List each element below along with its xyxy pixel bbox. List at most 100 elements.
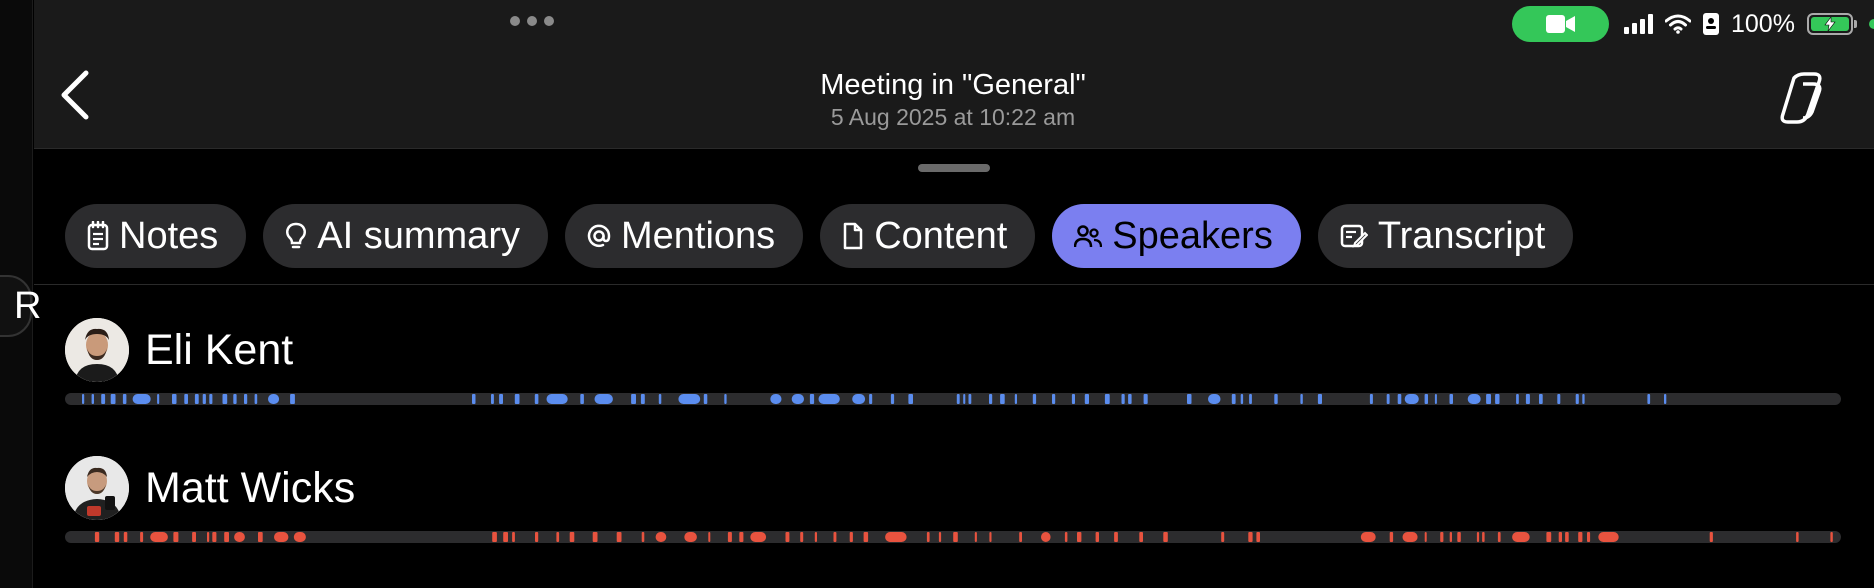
speaking-segment [546, 394, 568, 404]
speaking-segment [1249, 394, 1252, 404]
speaking-segment [1482, 532, 1485, 542]
speaking-segment [492, 532, 497, 542]
cellular-signal-icon [1624, 14, 1653, 34]
speaking-segment [1539, 394, 1543, 404]
speaker-row[interactable]: Eli Kent [65, 318, 1841, 382]
tab-mentions[interactable]: Mentions [564, 204, 804, 268]
speaking-segment [1449, 532, 1452, 542]
speaking-segment [616, 532, 622, 542]
speaking-segment [194, 394, 199, 404]
tab-bar: Notes AI summary Mentions Content Speake… [65, 204, 1574, 268]
speaking-segment [1139, 532, 1143, 542]
tab-ai-summary[interactable]: AI summary [263, 204, 548, 268]
divider [34, 284, 1874, 285]
speaking-segment [101, 394, 106, 404]
speaking-segment [1386, 394, 1390, 404]
speaking-segment [724, 394, 727, 404]
speaking-segment [1114, 532, 1118, 542]
tab-transcript[interactable]: Transcript [1317, 204, 1574, 268]
speaking-segment [814, 532, 817, 542]
speaker-timeline-eli[interactable] [65, 393, 1841, 405]
speaking-segment [184, 394, 188, 404]
speaking-segment [1208, 394, 1221, 404]
speaking-segment [1578, 532, 1583, 542]
speaking-segment [1041, 532, 1051, 542]
back-button[interactable] [56, 68, 96, 122]
speaking-segment [1163, 532, 1168, 542]
speaking-segment [852, 394, 866, 404]
speaking-segment [641, 532, 645, 542]
speaking-segment [926, 532, 930, 542]
speaking-segment [268, 394, 280, 404]
speaker-row[interactable]: Matt Wicks [65, 456, 1841, 520]
speaking-segment [580, 394, 584, 404]
sheet-grabber-handle[interactable] [918, 164, 990, 172]
speaking-segment [274, 532, 289, 542]
speaking-segment [968, 394, 972, 404]
speaking-segment [1664, 394, 1667, 404]
speaking-segment [592, 532, 598, 542]
speaking-segment [1647, 394, 1651, 404]
speaking-segment [708, 532, 711, 542]
speaking-segment [123, 532, 128, 542]
speaking-segment [192, 532, 196, 542]
speaking-segment [678, 394, 701, 404]
video-camera-icon [1545, 15, 1575, 33]
transcript-icon [1340, 224, 1368, 248]
speaking-segment [94, 532, 100, 542]
speaking-segment [110, 394, 116, 404]
speaking-segment [209, 394, 213, 404]
speaking-segment [1032, 394, 1037, 404]
left-edge-tab[interactable]: R [0, 275, 41, 337]
speaking-segment [750, 532, 767, 542]
speaking-segment [989, 394, 993, 404]
speaking-segment [785, 532, 790, 542]
video-camera-indicator[interactable] [1512, 6, 1609, 42]
chevron-left-icon [61, 70, 89, 120]
speaking-segment [1256, 532, 1260, 542]
speaking-segment [1052, 394, 1056, 404]
speaking-segment [1064, 532, 1068, 542]
speaking-segment [150, 532, 168, 542]
speaking-segment [1424, 532, 1427, 542]
speaking-segment [1128, 394, 1132, 404]
tab-ai-summary-label: AI summary [317, 214, 520, 257]
speaking-segment [212, 532, 217, 542]
speaking-segment [1476, 532, 1480, 542]
speaking-segment [1486, 394, 1491, 404]
speaking-segment [293, 532, 306, 542]
speaking-segment [791, 394, 804, 404]
speaking-segment [655, 532, 667, 542]
speaking-segment [1240, 394, 1244, 404]
speaking-segment [1084, 394, 1089, 404]
speaking-segment [1424, 394, 1428, 404]
speaking-segment [809, 394, 815, 404]
speaking-segment [172, 394, 177, 404]
speaker-timeline-matt[interactable] [65, 531, 1841, 543]
copilot-icon [1780, 72, 1822, 124]
copilot-button[interactable] [1774, 72, 1830, 124]
speaking-segment [1404, 394, 1419, 404]
speaking-segment [1300, 394, 1303, 404]
tab-content[interactable]: Content [820, 204, 1036, 268]
speaking-segment [1389, 532, 1394, 542]
speaking-segment [1095, 532, 1099, 542]
speaking-segment [140, 532, 144, 542]
speaking-segment [1434, 394, 1437, 404]
speaking-segment [1221, 532, 1225, 542]
speaking-segment [1369, 394, 1373, 404]
speaking-segment [974, 532, 977, 542]
speaking-segment [1495, 394, 1500, 404]
speaker-name: Matt Wicks [145, 464, 356, 512]
tab-notes[interactable]: Notes [65, 204, 247, 268]
speaking-segment [1598, 532, 1619, 542]
speaking-segment [989, 532, 992, 542]
speaking-segment [91, 394, 94, 404]
speaking-segment [890, 394, 895, 404]
speaking-segment [1274, 394, 1278, 404]
speaking-segment [1000, 394, 1005, 404]
speaking-segment [1796, 532, 1799, 542]
speaking-segment [1565, 532, 1569, 542]
more-dots-icon[interactable] [510, 16, 556, 28]
tab-speakers[interactable]: Speakers [1052, 204, 1301, 268]
